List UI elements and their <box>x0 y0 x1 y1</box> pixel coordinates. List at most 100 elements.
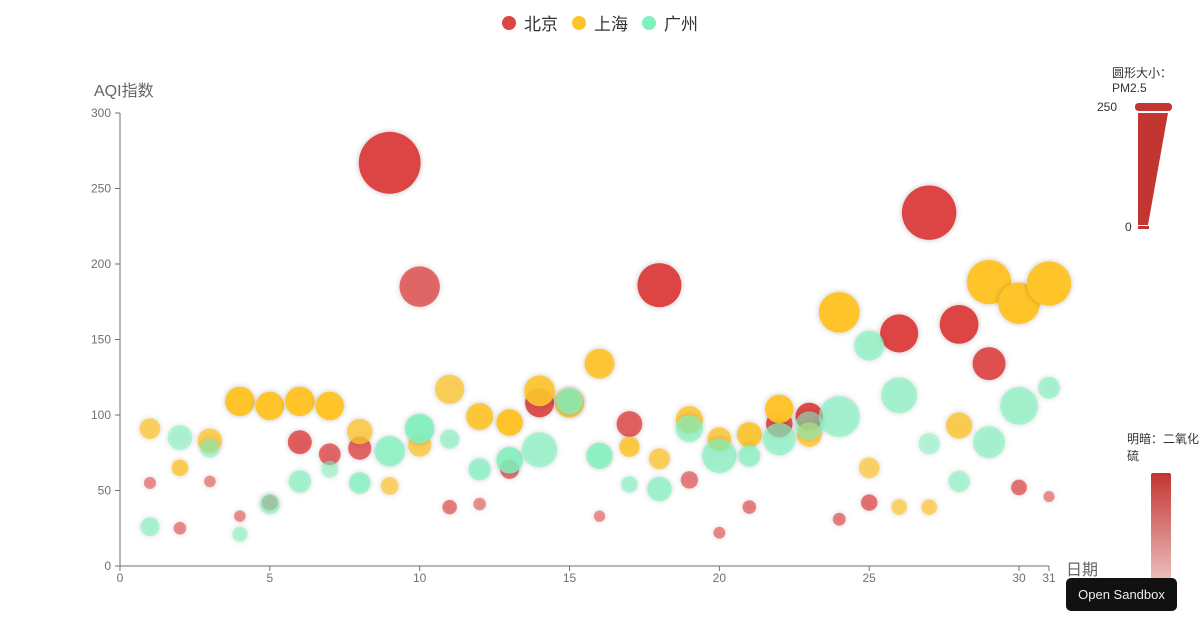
data-point[interactable] <box>380 477 399 495</box>
legend: 北京 上海 广州 <box>0 10 1200 35</box>
data-point[interactable] <box>315 391 345 421</box>
data-point[interactable] <box>1011 479 1027 496</box>
data-point[interactable] <box>593 510 606 522</box>
data-point[interactable] <box>795 411 824 440</box>
data-point[interactable] <box>742 500 757 514</box>
data-point[interactable] <box>765 394 794 424</box>
data-point[interactable] <box>321 460 339 478</box>
data-point[interactable] <box>358 131 421 194</box>
data-point[interactable] <box>434 374 465 405</box>
data-point[interactable] <box>901 185 957 240</box>
data-point[interactable] <box>139 418 161 439</box>
data-point[interactable] <box>860 494 878 511</box>
legend-item-shanghai[interactable]: 上海 <box>572 10 628 35</box>
data-point[interactable] <box>738 444 761 467</box>
data-point[interactable] <box>287 430 312 455</box>
data-point[interactable] <box>167 425 193 451</box>
data-point[interactable] <box>621 476 638 493</box>
data-point[interactable] <box>854 330 885 361</box>
data-point[interactable] <box>171 459 189 477</box>
y-tick-label: 300 <box>91 106 111 120</box>
data-point[interactable] <box>818 395 860 438</box>
data-point[interactable] <box>1026 261 1072 306</box>
size-visual-map-handle[interactable] <box>1135 103 1172 111</box>
visual-map-graphics <box>1135 103 1172 583</box>
opacity-visual-map-bar[interactable] <box>1151 473 1171 583</box>
data-point[interactable] <box>318 443 341 466</box>
data-point[interactable] <box>288 470 312 493</box>
axes: 0 5 10 15 20 25 30 31 0 50 100 150 200 250 300 <box>91 106 1056 585</box>
data-point[interactable] <box>637 263 682 308</box>
data-point[interactable] <box>584 348 615 379</box>
data-point[interactable] <box>972 347 1006 381</box>
data-point[interactable] <box>763 422 796 456</box>
data-point[interactable] <box>891 499 908 515</box>
data-point[interactable] <box>285 386 315 417</box>
data-point[interactable] <box>713 526 726 539</box>
data-point[interactable] <box>140 517 160 537</box>
data-point[interactable] <box>143 476 157 490</box>
data-point[interactable] <box>173 521 187 535</box>
data-point[interactable] <box>496 409 523 436</box>
data-point[interactable] <box>404 413 435 444</box>
data-point[interactable] <box>348 472 371 494</box>
data-point[interactable] <box>232 526 248 542</box>
data-point[interactable] <box>881 377 918 414</box>
data-point[interactable] <box>496 447 523 474</box>
data-point[interactable] <box>1000 387 1038 425</box>
data-point[interactable] <box>858 457 880 479</box>
x-tick-label: 0 <box>117 571 124 585</box>
data-point[interactable] <box>468 458 491 481</box>
data-point[interactable] <box>818 291 860 333</box>
data-point[interactable] <box>880 314 919 353</box>
data-point[interactable] <box>736 422 762 448</box>
data-point[interactable] <box>647 476 672 502</box>
data-point[interactable] <box>1043 490 1055 503</box>
legend-item-guangzhou[interactable]: 广州 <box>642 10 698 35</box>
data-point[interactable] <box>616 411 643 437</box>
data-point[interactable] <box>204 475 216 488</box>
data-point[interactable] <box>921 499 938 515</box>
data-point[interactable] <box>466 402 494 431</box>
data-point[interactable] <box>473 497 486 511</box>
data-point[interactable] <box>259 494 280 515</box>
x-tick-label: 31 <box>1042 571 1056 585</box>
data-point[interactable] <box>648 448 670 470</box>
data-point[interactable] <box>939 305 979 344</box>
data-point[interactable] <box>521 432 558 468</box>
data-point[interactable] <box>832 512 846 526</box>
data-point[interactable] <box>439 429 460 449</box>
legend-dot-icon <box>572 15 586 30</box>
data-point[interactable] <box>702 438 737 474</box>
data-point[interactable] <box>1038 376 1060 399</box>
data-point[interactable] <box>945 412 973 439</box>
data-point[interactable] <box>675 415 703 443</box>
data-point[interactable] <box>200 438 220 458</box>
size-visual-map-bar[interactable] <box>1138 113 1168 225</box>
size-visual-map-title: 圆形大小：PM2.5 <box>1112 66 1173 95</box>
data-point[interactable] <box>225 386 255 417</box>
data-point[interactable] <box>966 259 1012 305</box>
open-sandbox-button[interactable]: Open Sandbox <box>1066 578 1177 611</box>
x-tick-label: 15 <box>563 571 577 585</box>
data-point[interactable] <box>948 470 970 493</box>
data-point[interactable] <box>346 418 373 445</box>
data-point[interactable] <box>399 266 440 307</box>
data-point[interactable] <box>586 442 613 469</box>
data-point[interactable] <box>234 510 246 523</box>
data-point[interactable] <box>619 436 640 457</box>
size-visual-map-min-handle[interactable] <box>1138 226 1149 229</box>
size-visual-map-min-label: 0 <box>1125 220 1132 234</box>
data-point[interactable] <box>524 375 555 407</box>
data-point[interactable] <box>680 471 699 489</box>
legend-item-beijing[interactable]: 北京 <box>502 10 558 35</box>
data-point[interactable] <box>973 426 1006 459</box>
data-point[interactable] <box>442 499 457 515</box>
data-point[interactable] <box>255 391 285 421</box>
legend-label: 上海 <box>594 15 628 34</box>
data-point[interactable] <box>918 432 940 455</box>
data-point[interactable] <box>374 436 405 467</box>
bubbles <box>139 131 1072 542</box>
data-point[interactable] <box>556 388 583 415</box>
